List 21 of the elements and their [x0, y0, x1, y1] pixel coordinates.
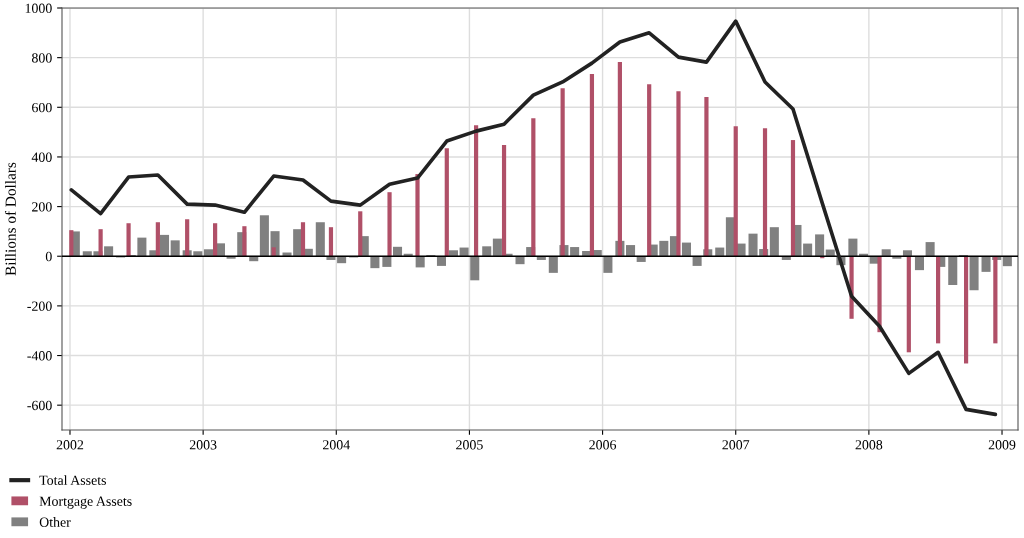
y-tick-label: 0	[45, 251, 52, 262]
y-axis-title: Billions of Dollars	[4, 162, 16, 276]
x-tick-label: 2008	[855, 440, 883, 450]
x-tick-label: 2007	[722, 440, 750, 450]
legend-label: Mortgage Assets	[39, 496, 132, 509]
x-tick-label: 2006	[589, 440, 617, 450]
legend-label: Other	[39, 517, 71, 527]
y-tick-label: -400	[27, 351, 52, 361]
x-tick-label: 2004	[323, 440, 350, 450]
x-tick-label: 2002	[56, 440, 84, 450]
y-tick-label: 200	[32, 202, 52, 212]
x-tick-label: 2005	[456, 440, 483, 450]
y-tick-label: 1000	[25, 3, 52, 13]
y-tick-label: -200	[27, 301, 52, 311]
y-tick-label: 600	[32, 102, 52, 113]
x-tick-label: 2003	[189, 440, 217, 450]
x-tick-label: 2009	[988, 440, 1016, 450]
y-tick-label: -600	[27, 400, 52, 411]
legend-label: Total Assets	[39, 475, 106, 485]
y-tick-label: 800	[31, 53, 52, 63]
y-tick-label: 400	[31, 152, 52, 162]
